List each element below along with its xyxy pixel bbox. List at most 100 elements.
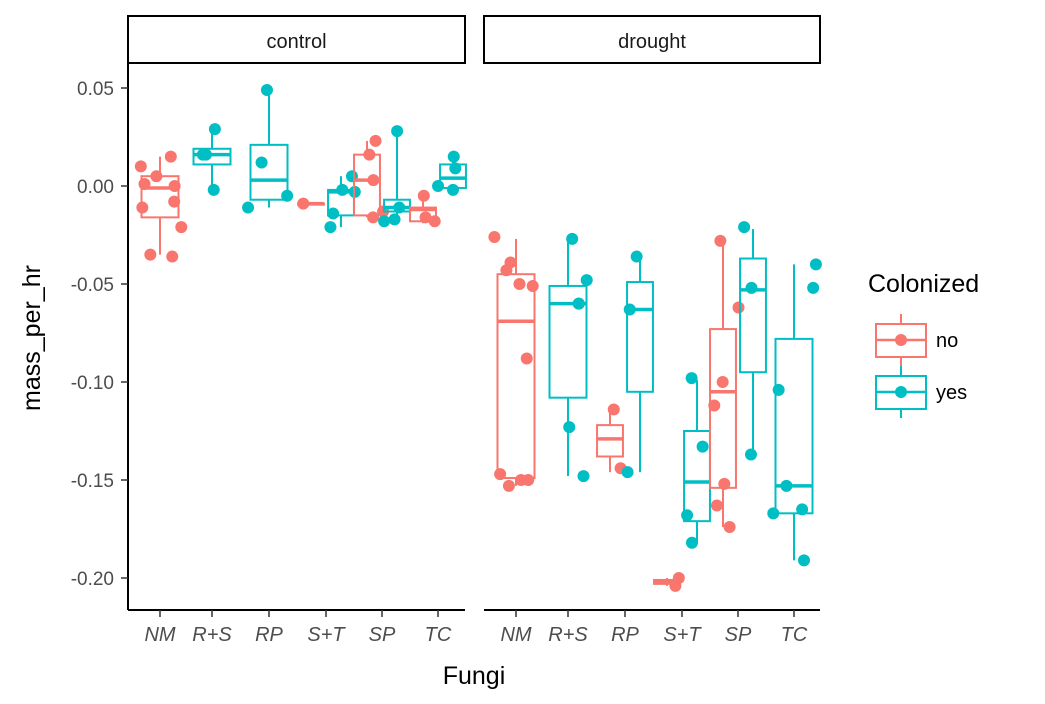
data-point — [449, 162, 462, 175]
data-point — [391, 125, 404, 138]
data-point — [168, 180, 181, 192]
data-point — [798, 554, 811, 567]
x-tick-label: S+T — [307, 624, 346, 646]
facet-strip-drought — [483, 15, 821, 64]
data-point — [744, 448, 757, 461]
data-point — [714, 234, 727, 247]
data-point — [566, 232, 579, 245]
legend-key-no — [875, 314, 927, 366]
data-point — [669, 579, 682, 592]
data-point — [208, 123, 221, 136]
data-point — [281, 189, 294, 202]
boxplot-drought-RP-yes — [621, 250, 654, 479]
data-point — [696, 440, 709, 453]
data-point — [681, 509, 694, 522]
data-point — [520, 352, 533, 365]
x-tick-label: S+T — [663, 624, 702, 646]
data-point — [378, 215, 391, 228]
facet-strip-control — [127, 15, 466, 64]
y-tick-label: 0.00 — [77, 177, 114, 198]
box — [774, 337, 814, 515]
x-tick-label: NM — [500, 624, 531, 646]
data-point — [723, 521, 736, 534]
data-point — [796, 503, 809, 516]
x-tick-label: R+S — [548, 624, 588, 646]
data-point — [780, 479, 793, 492]
legend-key-point — [895, 334, 907, 346]
boxplot-control-TC-yes — [432, 150, 467, 196]
data-point — [367, 211, 380, 224]
legend-title: Colonized — [868, 270, 979, 298]
legend-key-yes — [875, 366, 927, 418]
data-point — [807, 281, 820, 294]
boxplot-drought-S+T-yes — [681, 372, 711, 549]
data-point — [621, 466, 634, 479]
box — [192, 147, 232, 166]
x-tick-label: SP — [725, 624, 752, 646]
box — [249, 143, 289, 201]
data-point — [367, 174, 380, 187]
boxplot-drought-R+S-yes — [548, 232, 593, 483]
data-point — [772, 383, 785, 396]
data-point — [572, 297, 585, 310]
data-point — [369, 134, 382, 147]
data-point — [809, 258, 822, 271]
data-point — [745, 281, 758, 294]
y-axis-title: mass_per_hr — [18, 265, 46, 411]
box — [548, 284, 588, 399]
data-point — [138, 178, 151, 191]
boxplot-control-S+T-no — [297, 197, 325, 210]
boxplot-drought-SP-yes — [738, 221, 767, 461]
data-point — [607, 403, 620, 416]
data-point — [166, 250, 179, 263]
data-point — [417, 189, 430, 202]
data-point — [500, 264, 513, 277]
data-point — [685, 536, 698, 549]
data-point — [526, 279, 539, 292]
x-tick-label: SP — [369, 624, 396, 646]
y-tick-label: -0.10 — [71, 373, 114, 394]
data-point — [150, 170, 163, 183]
data-point — [580, 274, 593, 287]
data-point — [388, 213, 401, 226]
box — [496, 273, 536, 480]
data-point — [175, 221, 188, 234]
data-point — [196, 148, 209, 161]
boxplot-control-TC-no — [409, 189, 441, 228]
data-point — [488, 230, 501, 243]
data-point — [432, 180, 445, 192]
box — [626, 281, 654, 393]
legend-key-point — [895, 386, 907, 398]
x-tick-label: R+S — [192, 624, 232, 646]
data-point — [708, 399, 721, 412]
data-point — [428, 215, 441, 228]
data-point — [494, 468, 507, 481]
boxplot-control-SP-yes — [378, 125, 411, 228]
facet-label-drought: drought — [618, 31, 686, 53]
boxplot-control-NM-no — [134, 150, 188, 263]
data-point — [718, 477, 731, 490]
x-tick-label: RP — [255, 624, 283, 646]
data-point — [577, 470, 590, 483]
legend-label-no: no — [936, 330, 958, 352]
data-point — [767, 507, 780, 520]
data-point — [255, 156, 268, 169]
x-tick-label: NM — [144, 624, 175, 646]
data-point — [327, 207, 340, 220]
y-tick-label: 0.05 — [77, 79, 114, 100]
data-point — [513, 278, 526, 290]
data-point — [630, 250, 643, 263]
data-point — [207, 183, 220, 196]
legend: Colonized no yes — [868, 270, 979, 418]
data-point — [336, 183, 349, 196]
legend-label-yes: yes — [936, 382, 967, 404]
data-point — [716, 376, 729, 388]
boxplot-drought-NM-no — [488, 230, 539, 492]
data-point — [502, 479, 515, 492]
data-point — [164, 150, 177, 163]
data-point — [447, 150, 460, 163]
data-point — [710, 499, 723, 512]
data-point — [297, 197, 310, 210]
data-point — [393, 201, 406, 214]
data-point — [168, 195, 181, 208]
